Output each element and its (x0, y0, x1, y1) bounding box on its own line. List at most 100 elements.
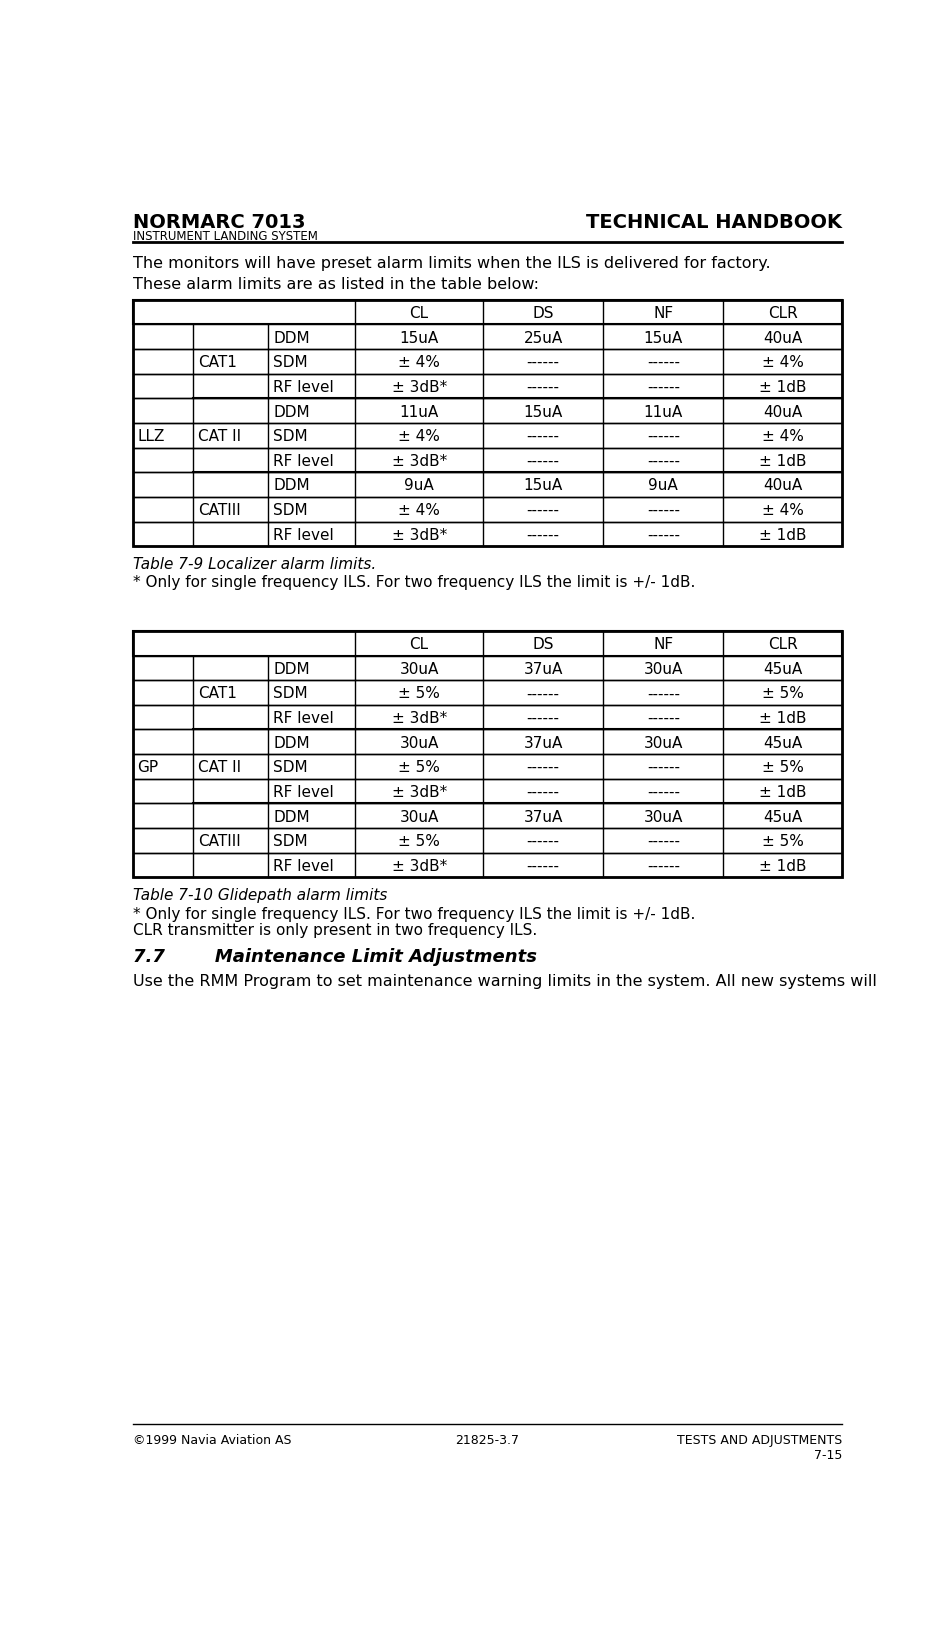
Text: ------: ------ (647, 858, 680, 873)
Text: 45uA: 45uA (763, 661, 803, 677)
Text: ± 5%: ± 5% (762, 834, 804, 849)
Text: CAT II: CAT II (198, 429, 241, 444)
Text: ------: ------ (527, 761, 560, 775)
Text: 40uA: 40uA (763, 405, 803, 419)
Text: TESTS AND ADJUSTMENTS: TESTS AND ADJUSTMENTS (677, 1435, 842, 1448)
Text: 15uA: 15uA (399, 331, 438, 346)
Text: DS: DS (533, 305, 553, 322)
Text: ------: ------ (527, 380, 560, 395)
Text: RF level: RF level (273, 858, 334, 873)
Text: NF: NF (653, 636, 673, 653)
Text: 40uA: 40uA (763, 331, 803, 346)
Text: ------: ------ (527, 687, 560, 702)
Text: 15uA: 15uA (524, 478, 563, 493)
Text: SDM: SDM (273, 503, 308, 517)
Text: ± 1dB: ± 1dB (759, 785, 806, 800)
Text: GP: GP (138, 761, 159, 775)
Bar (133, 681, 842, 705)
Bar (133, 447, 842, 472)
Text: 30uA: 30uA (399, 736, 438, 751)
Text: CL: CL (410, 305, 429, 322)
Text: ------: ------ (647, 503, 680, 517)
Text: LLZ: LLZ (138, 429, 165, 444)
Text: 21825-3.7: 21825-3.7 (455, 1435, 519, 1448)
Text: ± 1dB: ± 1dB (759, 527, 806, 543)
Text: ------: ------ (647, 454, 680, 468)
Text: ± 4%: ± 4% (398, 503, 440, 517)
Text: ± 4%: ± 4% (762, 503, 804, 517)
Text: 11uA: 11uA (644, 405, 683, 419)
Text: 30uA: 30uA (399, 809, 438, 824)
Text: ------: ------ (527, 527, 560, 543)
Text: 15uA: 15uA (644, 331, 683, 346)
Text: SDM: SDM (273, 834, 308, 849)
Text: 15uA: 15uA (524, 405, 563, 419)
Bar (133, 522, 842, 547)
Text: 9uA: 9uA (404, 478, 434, 493)
Text: RF level: RF level (273, 380, 334, 395)
Text: DDM: DDM (273, 661, 310, 677)
Text: The monitors will have preset alarm limits when the ILS is delivered for factory: The monitors will have preset alarm limi… (133, 256, 770, 271)
Text: ± 5%: ± 5% (398, 834, 440, 849)
Text: RF level: RF level (273, 527, 334, 543)
Text: DS: DS (533, 636, 553, 653)
Text: 30uA: 30uA (644, 736, 683, 751)
Text: ------: ------ (647, 687, 680, 702)
Text: DDM: DDM (273, 736, 310, 751)
Bar (133, 803, 842, 827)
Text: ------: ------ (527, 454, 560, 468)
Text: 40uA: 40uA (763, 478, 803, 493)
Bar (133, 632, 842, 656)
Text: * Only for single frequency ILS. For two frequency ILS the limit is +/- 1dB.: * Only for single frequency ILS. For two… (133, 576, 695, 591)
Text: ------: ------ (527, 712, 560, 726)
Text: SDM: SDM (273, 761, 308, 775)
Text: DDM: DDM (273, 331, 310, 346)
Text: NF: NF (653, 305, 673, 322)
Text: RF level: RF level (273, 785, 334, 800)
Text: ± 5%: ± 5% (398, 687, 440, 702)
Text: ------: ------ (647, 527, 680, 543)
Text: CAT1: CAT1 (198, 687, 237, 702)
Bar (133, 656, 842, 681)
Text: 9uA: 9uA (649, 478, 678, 493)
Text: ------: ------ (647, 761, 680, 775)
Text: ± 3dB*: ± 3dB* (392, 858, 447, 873)
Text: ± 5%: ± 5% (762, 687, 804, 702)
Text: Table 7-10 Glidepath alarm limits: Table 7-10 Glidepath alarm limits (133, 888, 387, 902)
Bar (133, 827, 842, 852)
Bar (133, 730, 842, 754)
Text: NORMARC 7013: NORMARC 7013 (133, 212, 305, 232)
Bar (133, 852, 842, 878)
Bar (133, 496, 842, 522)
Text: ------: ------ (527, 356, 560, 370)
Text: DDM: DDM (273, 405, 310, 419)
Text: INSTRUMENT LANDING SYSTEM: INSTRUMENT LANDING SYSTEM (133, 230, 318, 243)
Bar (133, 325, 842, 349)
Text: Table 7-9 Localizer alarm limits.: Table 7-9 Localizer alarm limits. (133, 557, 376, 571)
Text: CLR: CLR (767, 305, 798, 322)
Text: ± 3dB*: ± 3dB* (392, 380, 447, 395)
Text: ------: ------ (527, 834, 560, 849)
Text: 45uA: 45uA (763, 736, 803, 751)
Bar (133, 300, 842, 547)
Text: ------: ------ (647, 429, 680, 444)
Bar (133, 754, 842, 778)
Text: ------: ------ (647, 380, 680, 395)
Text: ± 1dB: ± 1dB (759, 858, 806, 873)
Text: ------: ------ (527, 429, 560, 444)
Text: * Only for single frequency ILS. For two frequency ILS the limit is +/- 1dB.: * Only for single frequency ILS. For two… (133, 906, 695, 922)
Text: ------: ------ (647, 785, 680, 800)
Text: CLR: CLR (767, 636, 798, 653)
Text: 30uA: 30uA (399, 661, 438, 677)
Text: 30uA: 30uA (644, 809, 683, 824)
Text: DDM: DDM (273, 478, 310, 493)
Text: TECHNICAL HANDBOOK: TECHNICAL HANDBOOK (586, 212, 842, 232)
Text: ± 3dB*: ± 3dB* (392, 712, 447, 726)
Bar (133, 349, 842, 374)
Text: CL: CL (410, 636, 429, 653)
Text: CAT1: CAT1 (198, 356, 237, 370)
Text: SDM: SDM (273, 687, 308, 702)
Text: ± 3dB*: ± 3dB* (392, 454, 447, 468)
Text: 7-15: 7-15 (813, 1449, 842, 1462)
Text: RF level: RF level (273, 712, 334, 726)
